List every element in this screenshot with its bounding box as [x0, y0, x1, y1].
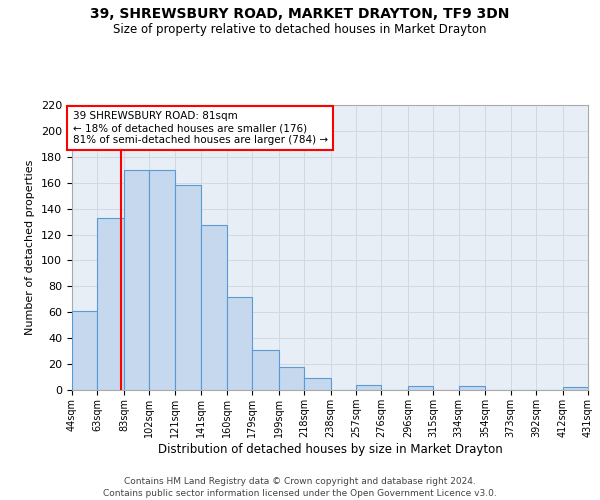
- Text: 39, SHREWSBURY ROAD, MARKET DRAYTON, TF9 3DN: 39, SHREWSBURY ROAD, MARKET DRAYTON, TF9…: [91, 8, 509, 22]
- Bar: [252, 350, 278, 390]
- Y-axis label: Number of detached properties: Number of detached properties: [25, 160, 35, 335]
- Bar: [202, 226, 227, 390]
- Bar: [227, 296, 252, 390]
- Bar: [563, 388, 588, 390]
- Text: 39 SHREWSBURY ROAD: 81sqm
← 18% of detached houses are smaller (176)
81% of semi: 39 SHREWSBURY ROAD: 81sqm ← 18% of detac…: [73, 112, 328, 144]
- Bar: [124, 170, 149, 390]
- Text: Size of property relative to detached houses in Market Drayton: Size of property relative to detached ho…: [113, 22, 487, 36]
- Bar: [458, 386, 485, 390]
- Bar: [356, 385, 382, 390]
- Bar: [97, 218, 124, 390]
- Text: Distribution of detached houses by size in Market Drayton: Distribution of detached houses by size …: [158, 442, 502, 456]
- Text: Contains public sector information licensed under the Open Government Licence v3: Contains public sector information licen…: [103, 489, 497, 498]
- Bar: [72, 311, 97, 390]
- Text: Contains HM Land Registry data © Crown copyright and database right 2024.: Contains HM Land Registry data © Crown c…: [124, 478, 476, 486]
- Bar: [149, 170, 175, 390]
- Bar: [278, 366, 304, 390]
- Bar: [304, 378, 331, 390]
- Bar: [175, 186, 202, 390]
- Bar: [408, 386, 433, 390]
